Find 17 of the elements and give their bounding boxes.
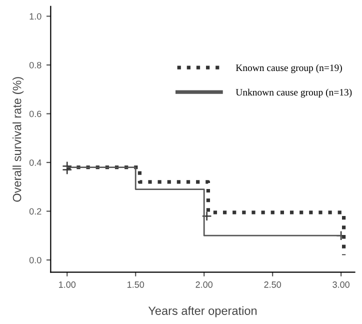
legend-label: Known cause group (n=19) (236, 64, 342, 74)
legend-label: Unknown cause group (n=13) (236, 88, 352, 98)
x-tick-label: 1.00 (59, 281, 76, 288)
y-tick-label: 0.2 (29, 208, 42, 215)
point (202, 211, 212, 222)
x-tick-label: 3.00 (332, 281, 350, 288)
point (62, 161, 72, 172)
y-tick-label: 0.0 (29, 256, 42, 264)
y-tick-label: 1.0 (30, 13, 42, 20)
x-tick-label: 2.00 (196, 281, 213, 288)
x-tick-label: 2.50 (264, 281, 282, 288)
y-tick-label: 0.6 (29, 110, 42, 118)
y-tick-label: 0.4 (29, 159, 42, 166)
x-tick-label: 1.50 (128, 281, 144, 288)
x-axis-title: Years after operation (148, 306, 257, 318)
y-axis-title: Overall survival rate (%) (12, 77, 24, 202)
y-tick-label: 0.8 (29, 62, 42, 68)
